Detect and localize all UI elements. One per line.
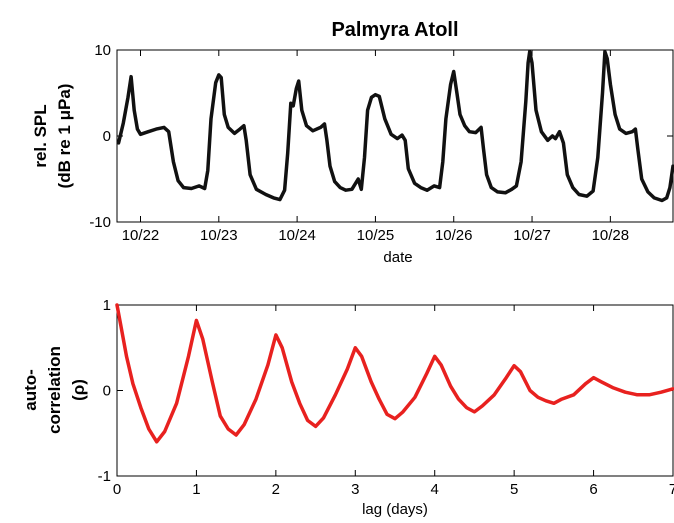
spl-ylabel-line1: rel. SPL (31, 104, 50, 167)
spl-xtick-label-0: 10/22 (122, 227, 160, 244)
spl-xtick-label-6: 10/28 (592, 227, 630, 244)
spl-xtick-label-4: 10/26 (435, 227, 473, 244)
spl-chart: Palmyra Atoll rel. SPL (dB re 1 μPa) -10… (31, 19, 674, 266)
acf-ylabel-line2: correlation (45, 346, 64, 434)
spl-line (116, 49, 674, 203)
spl-ytick-label-0: -10 (89, 214, 111, 231)
acf-xtick-label-3: 3 (351, 481, 359, 498)
acf-xlabel: lag (days) (362, 501, 428, 518)
acf-ytick-label-1: 0 (103, 383, 111, 400)
spl-ytick-label-1: 0 (103, 128, 111, 145)
spl-y-ticks: -10 0 10 (89, 42, 673, 231)
spl-ylabel-line2: (dB re 1 μPa) (55, 84, 74, 189)
spl-xtick-label-5: 10/27 (513, 227, 551, 244)
chart-title: Palmyra Atoll (331, 19, 458, 41)
acf-xtick-label-0: 0 (113, 481, 121, 498)
acf-xtick-label-7: 7 (669, 481, 674, 498)
acf-xtick-label-6: 6 (589, 481, 597, 498)
acf-xtick-label-2: 2 (272, 481, 280, 498)
acf-xtick-label-1: 1 (192, 481, 200, 498)
spl-xtick-label-3: 10/25 (357, 227, 395, 244)
acf-line (115, 303, 674, 444)
acf-ylabel-line3: (ρ) (69, 379, 88, 401)
spl-xtick-label-2: 10/24 (278, 227, 316, 244)
acf-ytick-label-0: -1 (98, 468, 111, 485)
acf-ylabel-line1: auto- (21, 369, 40, 411)
spl-x-ticks: 10/22 10/23 10/24 10/25 10/26 10/27 10/28 (122, 50, 629, 244)
acf-ytick-label-2: 1 (103, 297, 111, 314)
spl-xtick-label-1: 10/23 (200, 227, 238, 244)
acf-x-ticks: 0 1 2 3 4 5 6 7 (113, 305, 674, 498)
spl-ytick-label-2: 10 (94, 42, 111, 59)
spl-xlabel: date (383, 249, 412, 266)
acf-xtick-label-4: 4 (431, 481, 439, 498)
acf-y-ticks: -1 0 1 (98, 297, 673, 485)
acf-xtick-label-5: 5 (510, 481, 518, 498)
